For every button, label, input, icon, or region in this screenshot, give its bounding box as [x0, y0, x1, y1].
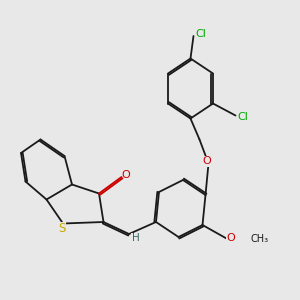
Text: H: H: [132, 233, 140, 243]
Text: S: S: [58, 222, 65, 236]
Text: O: O: [202, 156, 211, 167]
Text: O: O: [121, 170, 130, 181]
Text: Cl: Cl: [196, 28, 207, 39]
Text: CH₃: CH₃: [250, 233, 268, 244]
Text: Cl: Cl: [238, 112, 249, 122]
Text: O: O: [226, 232, 235, 243]
